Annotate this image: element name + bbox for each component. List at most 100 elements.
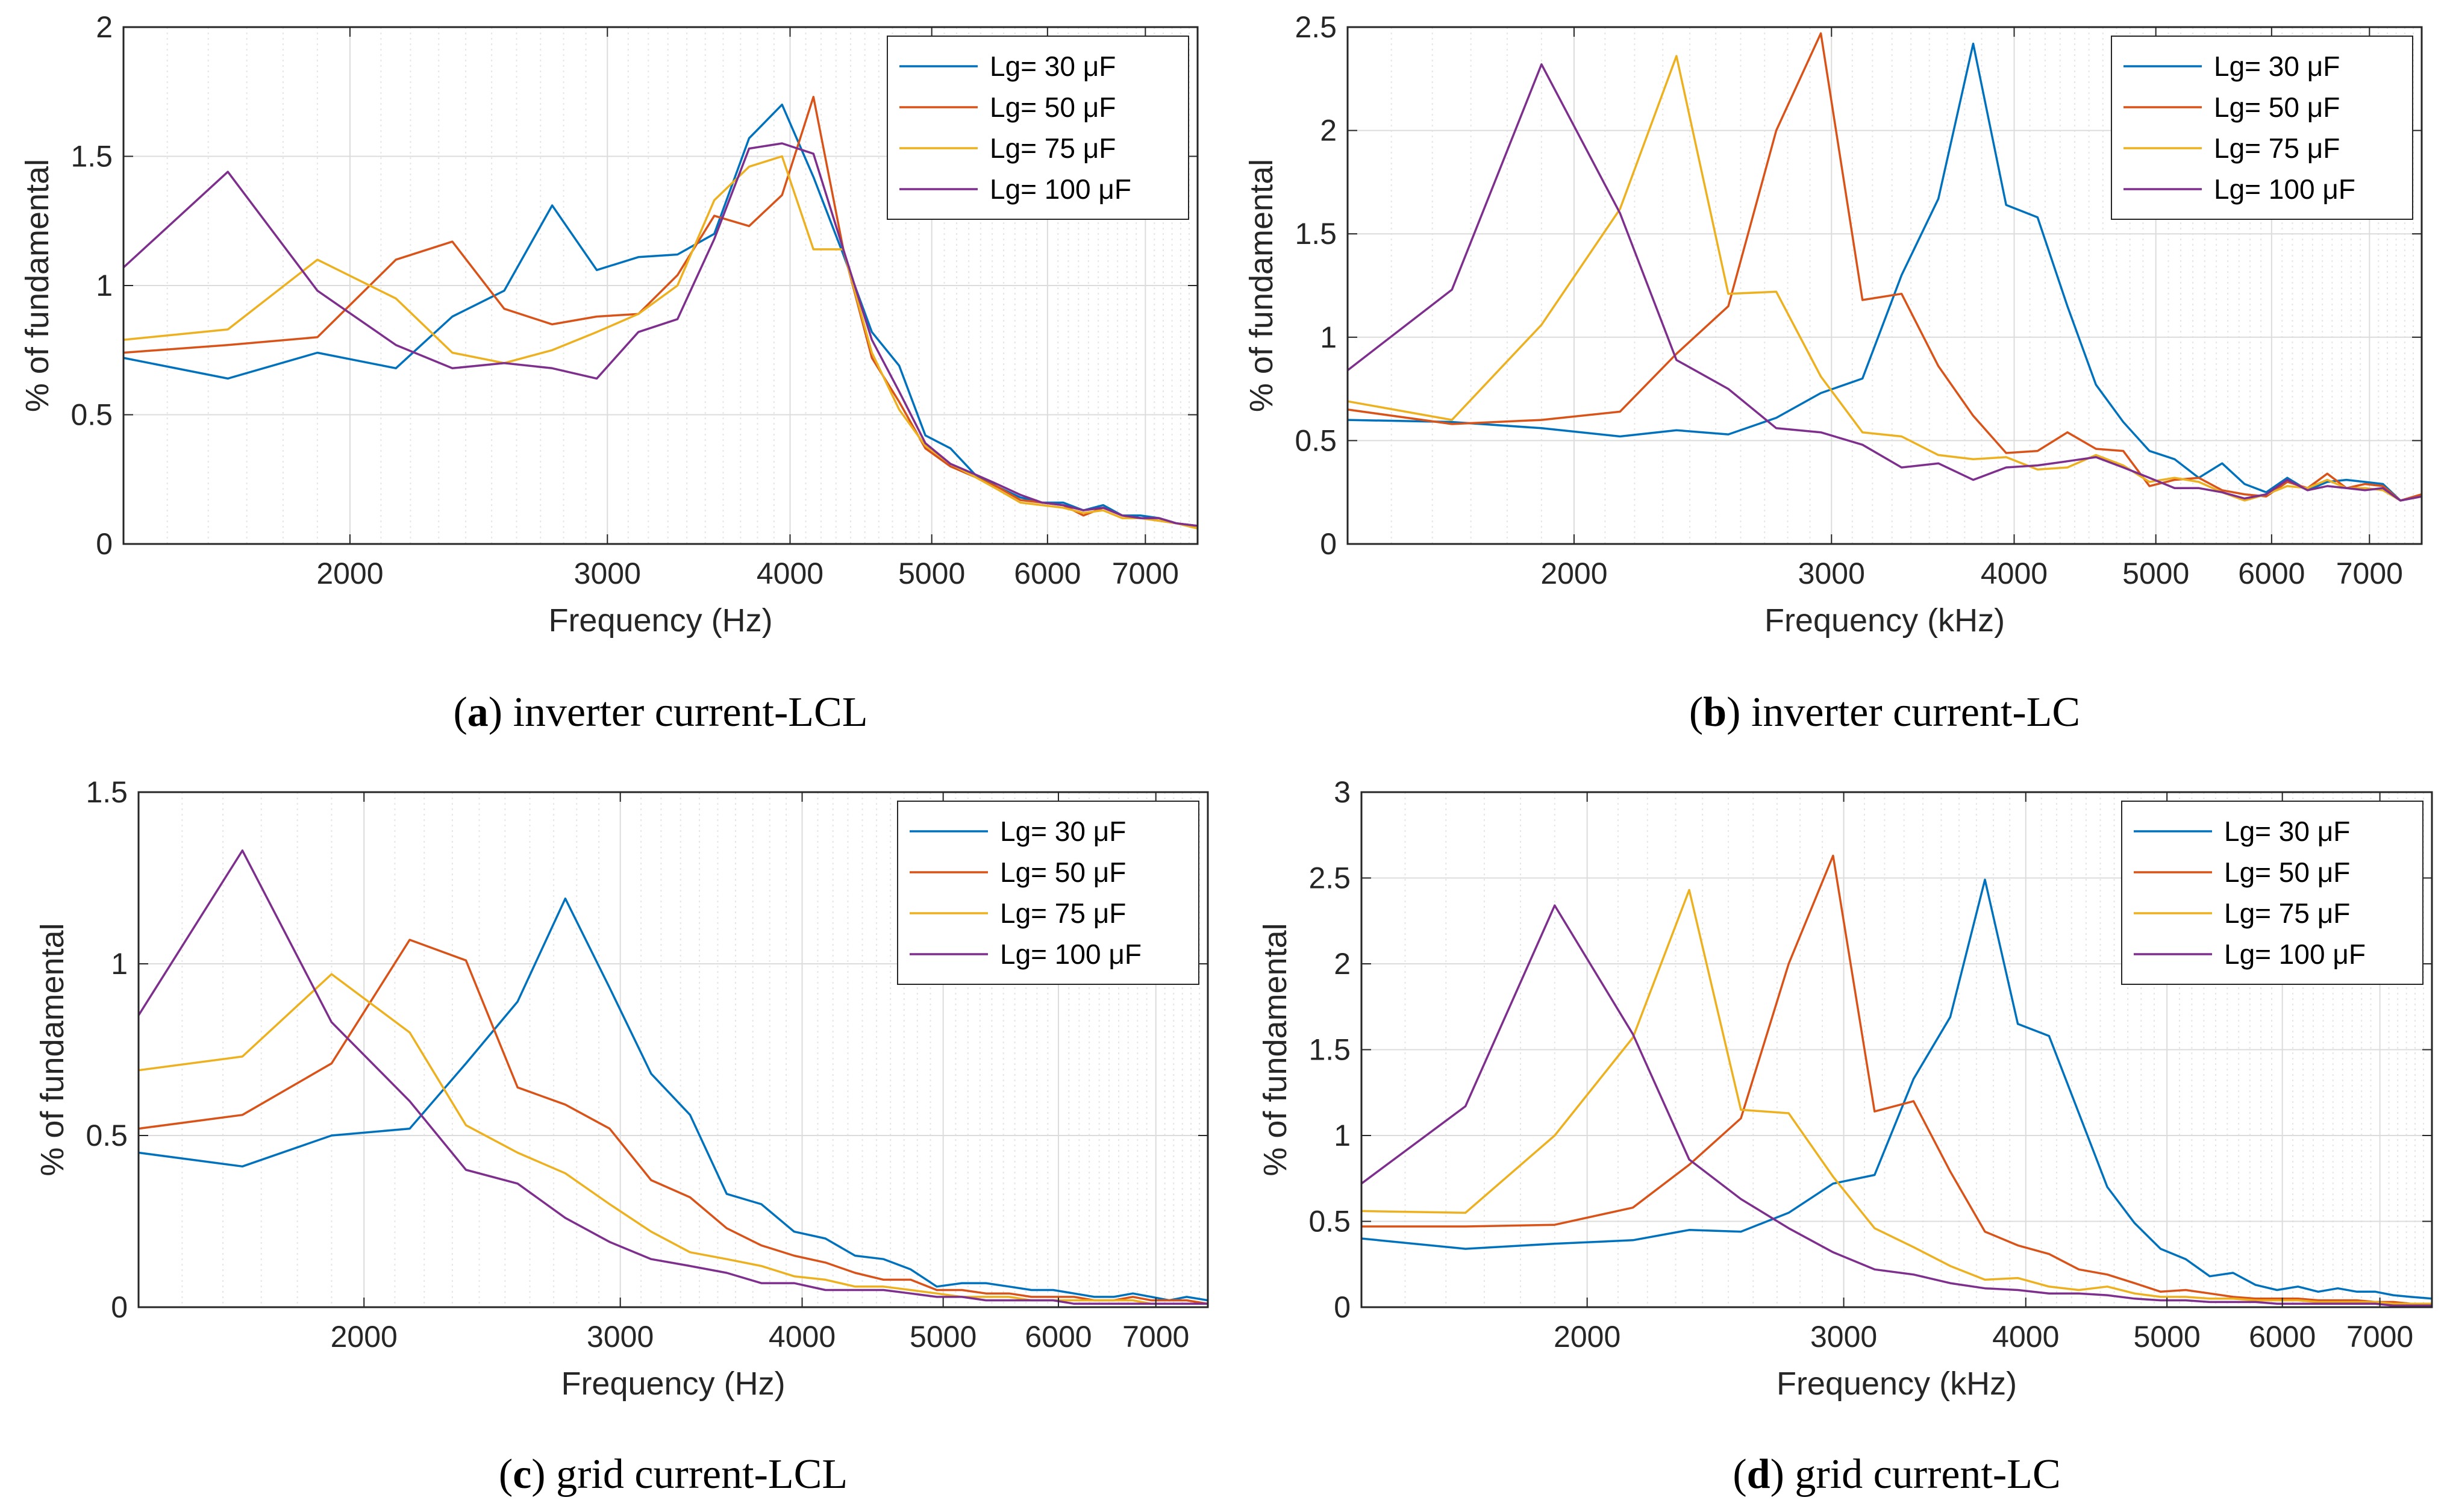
series-line-4 (1360, 904, 2432, 1307)
x-tick-label: 2000 (1540, 557, 1607, 590)
series-line-4 (1346, 63, 2422, 502)
y-tick-label: 0.5 (70, 398, 113, 432)
y-axis-label: % of fundamental (34, 923, 70, 1176)
y-tick-label: 0 (1334, 1290, 1351, 1324)
caption-label: grid current-LC (1795, 1451, 2060, 1498)
y-tick-label: 1 (111, 947, 128, 981)
legend-label: Lg= 50 μF (1000, 857, 1126, 888)
x-tick-label: 5000 (898, 557, 965, 590)
x-tick-label: 6000 (2238, 557, 2305, 590)
legend-label: Lg= 100 μF (1000, 939, 1142, 970)
x-tick-label: 7000 (2336, 557, 2403, 590)
caption-letter: d (1747, 1451, 1770, 1498)
panel-caption: (d) grid current-LC (1733, 1451, 2060, 1498)
x-tick-label: 6000 (1014, 557, 1081, 590)
caption-letter: b (1703, 689, 1727, 736)
series-line-1 (138, 897, 1208, 1302)
x-tick-label: 3000 (587, 1320, 654, 1354)
y-tick-label: 2 (1334, 947, 1351, 981)
y-axis-label: % of fundamental (1243, 159, 1280, 412)
series-line-2 (1361, 854, 2432, 1305)
x-tick-label: 7000 (1112, 557, 1179, 590)
legend-label: Lg= 75 μF (2224, 898, 2350, 929)
legend: Lg= 30 μF Lg= 50 μF Lg= 75 μF Lg= 100 μF (887, 36, 1189, 220)
panel-b: 2000 3000 4000 5000 6000 7000 0 0.5 1 1.5 2 2.5 Lg=… (1243, 10, 2423, 736)
legend-label: Lg= 75 μF (1000, 898, 1126, 929)
x-tick-label: 4000 (1981, 557, 2048, 590)
series-line-1 (1361, 878, 2433, 1300)
y-tick-label: 1.5 (86, 775, 128, 809)
y-tick-label: 2 (1320, 114, 1337, 148)
caption-letter: c (513, 1451, 531, 1498)
x-tick-label: 5000 (910, 1320, 977, 1354)
y-tick-label: 1.5 (1308, 1033, 1351, 1067)
legend-label: Lg= 100 μF (990, 173, 1131, 205)
plot-frame (1346, 26, 2423, 545)
y-tick-label: 2 (96, 10, 113, 44)
y-axis-label: % of fundamental (19, 159, 55, 412)
x-tick-label: 7000 (2346, 1320, 2413, 1354)
legend-label: Lg= 50 μF (2214, 92, 2340, 123)
panel-caption: (b) inverter current-LC (1689, 689, 2080, 736)
x-tick-label: 4000 (757, 557, 823, 590)
x-tick-label: 3000 (1810, 1320, 1877, 1354)
series-line-2 (1347, 32, 2422, 502)
y-tick-label: 0 (1320, 527, 1337, 561)
series-line-1 (1347, 42, 2422, 502)
legend-label: Lg= 100 μF (2214, 173, 2355, 205)
legend: Lg= 30 μF Lg= 50 μF Lg= 75 μF Lg= 100 μF (2121, 801, 2423, 985)
y-tick-label: 0.5 (1295, 423, 1337, 457)
legend-label: Lg= 75 μF (990, 133, 1116, 164)
legend: Lg= 30 μF Lg= 50 μF Lg= 75 μF Lg= 100 μF (897, 801, 1199, 985)
caption-label: inverter current-LCL (513, 689, 868, 736)
caption-letter: a (467, 689, 489, 736)
plot-frame (137, 791, 1209, 1308)
x-tick-label: 4000 (769, 1320, 836, 1354)
x-tick-label: 2000 (316, 557, 383, 590)
panel-caption: (a) inverter current-LCL (453, 689, 867, 736)
series-line-4 (137, 849, 1208, 1305)
series-line-3 (138, 973, 1208, 1305)
x-axis-label: Frequency (kHz) (1764, 602, 2005, 639)
legend-label: Lg= 30 μF (2224, 816, 2350, 847)
x-tick-label: 6000 (2249, 1320, 2316, 1354)
panel-a: 2000 3000 4000 5000 6000 7000 0 0.5 1 1.5 2 Lg= 30… (19, 10, 1199, 736)
y-tick-label: 2.5 (1295, 10, 1337, 44)
caption-label: grid current-LCL (556, 1451, 848, 1498)
y-tick-label: 2.5 (1308, 861, 1351, 895)
caption-label: inverter current-LC (1751, 689, 2080, 736)
legend-label: Lg= 75 μF (2214, 133, 2340, 164)
panel-d: 2000 3000 4000 5000 6000 7000 0 0.5 1 1.5 2 2.5 3 Lg… (1257, 775, 2433, 1498)
panel-caption: (c) grid current-LCL (499, 1451, 848, 1498)
x-tick-label: 3000 (1798, 557, 1865, 590)
y-tick-label: 3 (1334, 775, 1351, 809)
y-tick-label: 1 (1320, 320, 1337, 354)
panel-c: 2000 3000 4000 5000 6000 7000 0 0.5 1 1.5 Lg= 30 … (34, 775, 1209, 1498)
y-tick-label: 0 (111, 1290, 128, 1324)
x-tick-label: 7000 (1122, 1320, 1189, 1354)
series-line-3 (1361, 889, 2432, 1305)
x-tick-label: 4000 (1992, 1320, 2059, 1354)
x-tick-label: 5000 (2122, 557, 2189, 590)
series-line-3 (1347, 55, 2422, 502)
y-tick-label: 1 (1334, 1119, 1351, 1152)
x-tick-label: 5000 (2134, 1320, 2201, 1354)
y-tick-label: 0.5 (1308, 1205, 1351, 1239)
legend-label: Lg= 30 μF (990, 51, 1116, 82)
x-tick-label: 2000 (1554, 1320, 1620, 1354)
y-tick-label: 1.5 (70, 140, 113, 173)
legend-label: Lg= 30 μF (2214, 51, 2340, 82)
x-axis-label: Frequency (Hz) (561, 1366, 785, 1402)
y-tick-label: 0 (96, 527, 113, 561)
x-tick-label: 3000 (574, 557, 641, 590)
y-tick-label: 1.5 (1295, 217, 1337, 251)
legend: Lg= 30 μF Lg= 50 μF Lg= 75 μF Lg= 100 μF (2111, 36, 2413, 220)
y-axis-label: % of fundamental (1257, 923, 1293, 1176)
legend-label: Lg= 30 μF (1000, 816, 1126, 847)
y-tick-label: 1 (96, 269, 113, 302)
x-tick-label: 6000 (1025, 1320, 1092, 1354)
legend-label: Lg= 50 μF (990, 92, 1116, 123)
x-tick-label: 2000 (331, 1320, 398, 1354)
y-tick-label: 0.5 (86, 1119, 128, 1152)
